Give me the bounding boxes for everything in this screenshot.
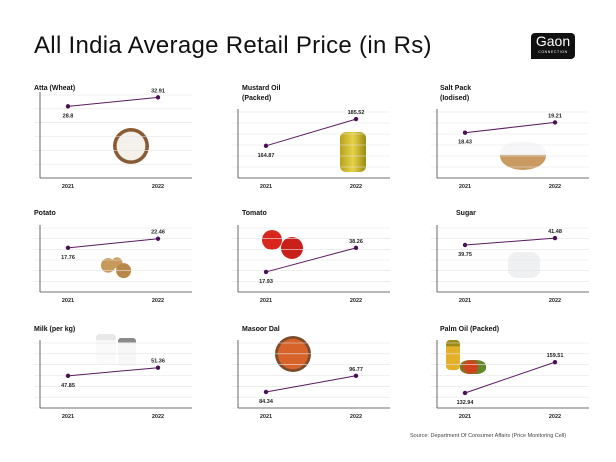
- data-label: 38.26: [349, 239, 363, 245]
- data-label: 22.46: [151, 230, 165, 236]
- panel-title-mustard-oil: Mustard Oil (Packed): [242, 85, 281, 102]
- x-tick-label: 2022: [350, 184, 362, 190]
- x-tick-label: 2021: [459, 184, 471, 190]
- gaon-connection-logo: Gaon CONNECTION: [531, 33, 575, 59]
- panel-title-atta: Atta (Wheat): [34, 85, 76, 92]
- panel-title-sugar: Sugar: [456, 210, 476, 217]
- series-line: [67, 367, 159, 377]
- data-label: 41.48: [548, 229, 562, 235]
- series-line: [464, 237, 556, 246]
- x-tick-label: 2022: [549, 414, 561, 420]
- data-label: 132.94: [457, 400, 475, 406]
- data-point: [65, 373, 71, 379]
- data-point: [353, 116, 359, 122]
- data-label: 185.52: [348, 110, 365, 116]
- series-line: [265, 375, 357, 393]
- data-point: [65, 245, 71, 251]
- series-line: [265, 118, 357, 147]
- series-line: [464, 121, 556, 134]
- data-point: [65, 104, 71, 109]
- x-tick-label: 2021: [62, 184, 74, 190]
- panel-title-salt: Salt Pack (Iodised): [440, 85, 472, 102]
- data-label: 159.51: [547, 353, 564, 359]
- x-tick-label: 2021: [260, 414, 272, 420]
- data-label: 96.77: [349, 367, 363, 373]
- data-label: 17.76: [61, 255, 75, 261]
- data-point: [462, 242, 468, 248]
- mustard-oil-bottles-image: [340, 132, 366, 172]
- data-label: 51.36: [151, 359, 165, 365]
- x-tick-label: 2021: [260, 298, 272, 304]
- data-point: [353, 373, 359, 378]
- data-point: [263, 389, 269, 395]
- data-point: [462, 130, 468, 135]
- x-tick-label: 2021: [260, 184, 272, 190]
- panel-title-milk: Milk (per kg): [34, 326, 76, 333]
- series-line: [265, 247, 357, 273]
- data-label: 164.87: [258, 153, 275, 159]
- wheat-flour-bowl-image: [113, 128, 149, 164]
- x-tick-label: 2022: [549, 298, 561, 304]
- panel-title-palm-oil: Palm Oil (Packed): [440, 326, 500, 333]
- milk-glass-image: [118, 338, 136, 366]
- x-tick-label: 2021: [62, 298, 74, 304]
- x-tick-label: 2022: [549, 184, 561, 190]
- palm-oil-bottle-image: [446, 340, 460, 370]
- data-label: 32.91: [151, 88, 165, 94]
- page-title: All India Average Retail Price (in Rs): [34, 32, 432, 59]
- tomatoes-image: [262, 230, 282, 250]
- x-tick-label: 2021: [459, 298, 471, 304]
- panel-title-masoor-dal: Masoor Dal: [242, 326, 280, 333]
- data-point: [552, 235, 558, 241]
- x-tick-label: 2021: [62, 414, 74, 420]
- data-point: [552, 359, 558, 365]
- series-line: [67, 96, 159, 107]
- palm-fruit-image: [460, 360, 486, 374]
- data-label: 18.43: [458, 140, 472, 146]
- data-point: [155, 365, 161, 370]
- x-tick-label: 2022: [152, 298, 164, 304]
- data-point: [263, 269, 269, 275]
- sugar-cubes-image: [508, 252, 540, 278]
- data-point: [155, 95, 161, 100]
- source-note: Source: Department Of Consumer Affairs (…: [410, 433, 567, 439]
- data-label: 39.75: [458, 252, 472, 258]
- x-tick-label: 2022: [350, 298, 362, 304]
- potatoes-image: [95, 255, 139, 281]
- series-line: [67, 238, 159, 249]
- x-tick-label: 2022: [350, 414, 362, 420]
- x-tick-label: 2022: [152, 184, 164, 190]
- data-label: 47.85: [61, 383, 75, 389]
- milk-jug-image: [96, 334, 116, 364]
- data-point: [263, 143, 269, 149]
- data-point: [353, 245, 359, 251]
- panel-title-potato: Potato: [34, 210, 56, 217]
- data-label: 28.8: [63, 113, 74, 119]
- x-tick-label: 2021: [459, 414, 471, 420]
- data-point: [552, 120, 558, 125]
- data-point: [155, 236, 161, 241]
- data-label: 17.93: [259, 279, 273, 285]
- series-line: [464, 361, 556, 394]
- panel-title-tomato: Tomato: [242, 210, 267, 217]
- tomatoes-image-2: [281, 237, 303, 259]
- data-point: [462, 390, 468, 396]
- data-label: 19.21: [548, 113, 562, 119]
- data-label: 84.34: [259, 399, 274, 405]
- x-tick-label: 2022: [152, 414, 164, 420]
